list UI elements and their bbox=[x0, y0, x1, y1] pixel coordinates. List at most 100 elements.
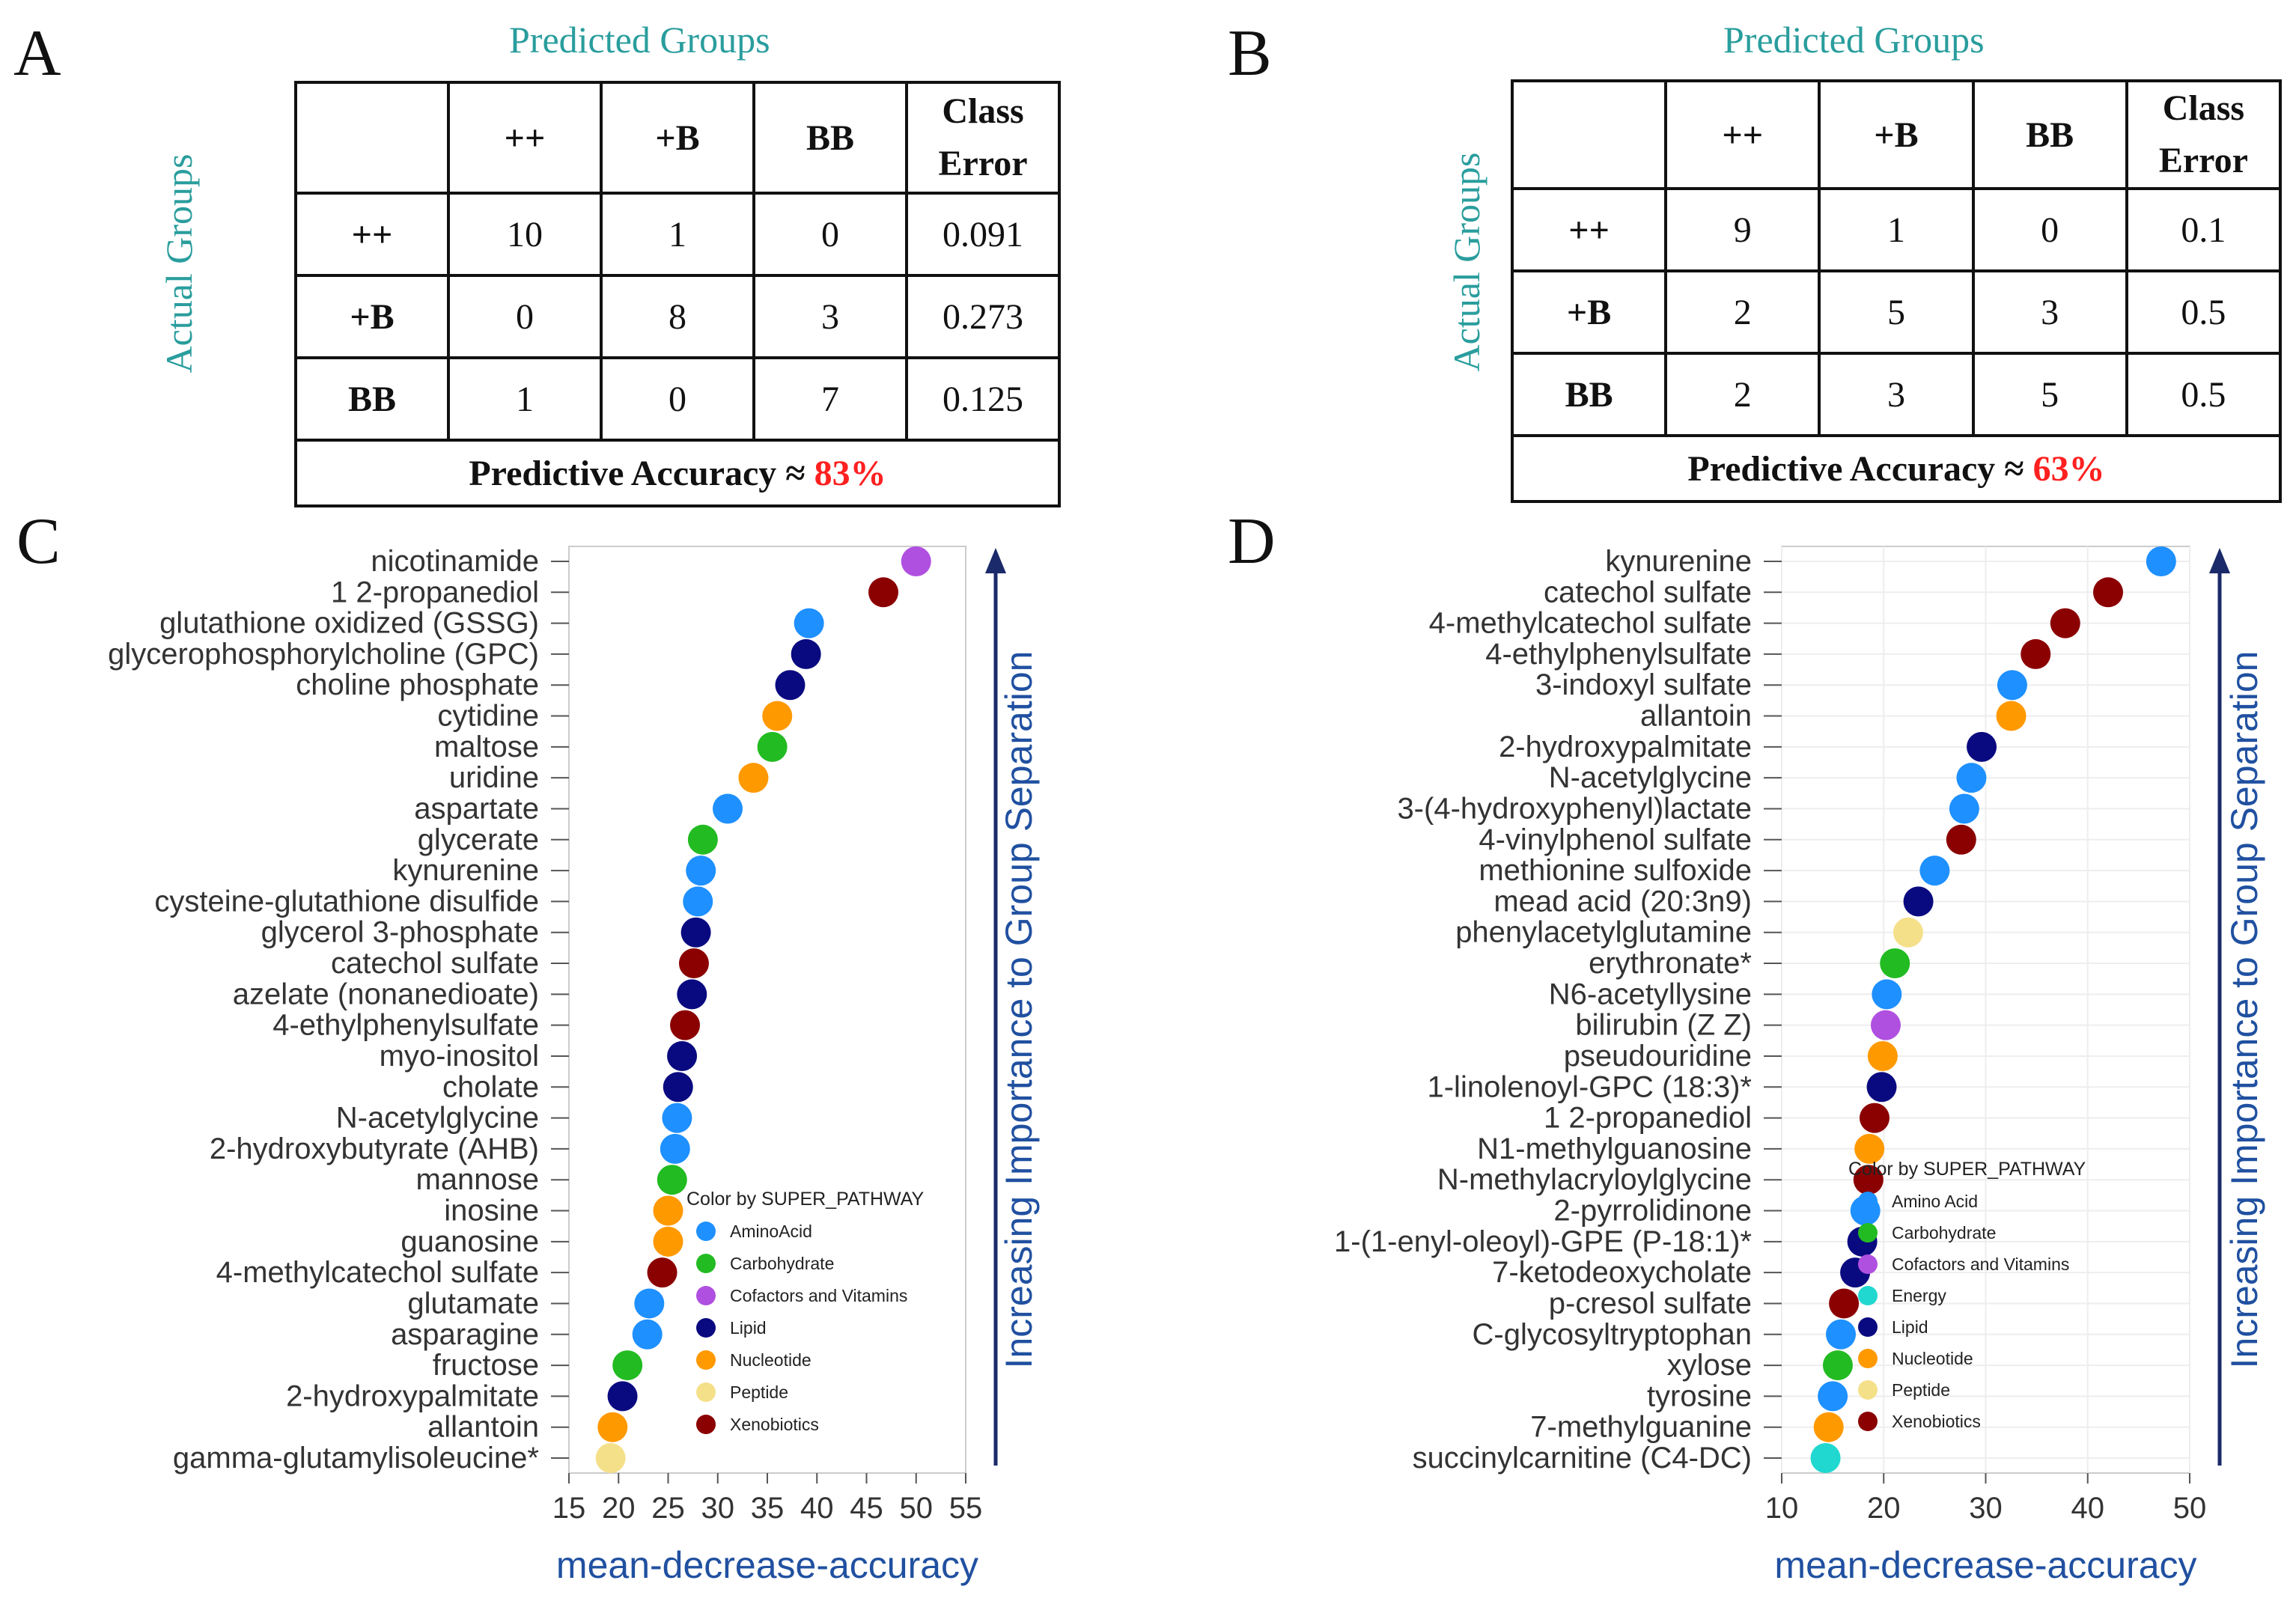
legend-marker bbox=[696, 1415, 716, 1434]
data-point bbox=[1967, 731, 1997, 762]
x-tick-label: 50 bbox=[900, 1492, 934, 1525]
row-label: ++ bbox=[1510, 187, 1668, 272]
metabolite-label: mannose bbox=[415, 1163, 539, 1196]
importance-chart-c: 15 20 25 30 35 40 45 50 55 mean-decrease-accuracy… bbox=[108, 545, 1040, 1586]
row-label: BB bbox=[294, 356, 450, 442]
data-point bbox=[794, 608, 824, 638]
metabolite-label: kynurenine bbox=[1605, 545, 1752, 578]
plot-frame bbox=[568, 546, 966, 1474]
legend-label: Nucleotide bbox=[1892, 1349, 1973, 1368]
confusion-title-a: Predicted Groups bbox=[509, 19, 770, 61]
legend-marker bbox=[1858, 1412, 1878, 1431]
metabolite-label: fructose bbox=[433, 1349, 539, 1382]
legend-marker bbox=[696, 1286, 716, 1305]
legend-label: Energy bbox=[1892, 1286, 1946, 1305]
metabolite-label: p-cresol sulfate bbox=[1549, 1287, 1752, 1320]
data-point bbox=[1859, 1103, 1890, 1133]
metabolite-label: guanosine bbox=[401, 1225, 539, 1258]
table-cell: 2 bbox=[1664, 352, 1821, 437]
data-point bbox=[680, 917, 711, 948]
side-label: Increasing Importance to Group Separatio… bbox=[2223, 651, 2265, 1369]
legend-label: Xenobiotics bbox=[730, 1415, 819, 1434]
legend-label: Nucleotide bbox=[730, 1350, 811, 1370]
data-point bbox=[667, 1040, 698, 1071]
data-point bbox=[597, 1412, 628, 1442]
data-point bbox=[1826, 1319, 1857, 1350]
table-cell: 0.125 bbox=[905, 356, 1061, 442]
metabolite-label: allantoin bbox=[427, 1411, 539, 1444]
metabolite-label: tyrosine bbox=[1647, 1379, 1752, 1412]
table-cell: 0 bbox=[1971, 187, 2128, 272]
x-tick-label: 40 bbox=[2071, 1492, 2105, 1525]
row-label: +B bbox=[294, 274, 450, 359]
x-tick-label: 50 bbox=[2173, 1492, 2207, 1525]
data-point bbox=[686, 856, 716, 886]
metabolite-label: N-methylacryloylglycine bbox=[1437, 1163, 1752, 1196]
legend-title: Color by SUPER_PATHWAY bbox=[1848, 1159, 2086, 1180]
panel-letter-b: B bbox=[1228, 17, 1272, 90]
data-point bbox=[683, 886, 713, 917]
confusion-ylabel-b: Actual Groups bbox=[1446, 152, 1487, 372]
legend-label: Peptide bbox=[730, 1382, 788, 1402]
metabolite-label: glycerol 3-phosphate bbox=[261, 916, 539, 949]
metabolite-label: xylose bbox=[1667, 1349, 1752, 1382]
confusion-ylabel-a: Actual Groups bbox=[158, 153, 200, 373]
table-cell: 10 bbox=[447, 192, 603, 277]
table-cell: 0 bbox=[447, 274, 603, 359]
header-cell: +B bbox=[1818, 79, 1975, 190]
x-tick-label: 30 bbox=[701, 1492, 735, 1525]
table-cell: 0 bbox=[752, 192, 908, 277]
data-point bbox=[2021, 638, 2051, 669]
data-point bbox=[1867, 1040, 1898, 1071]
metabolite-label: asparagine bbox=[391, 1318, 539, 1351]
data-point bbox=[2050, 608, 2080, 638]
metabolite-label: azelate (nonanedioate) bbox=[233, 978, 539, 1010]
data-point bbox=[1866, 1072, 1897, 1103]
legend-marker bbox=[696, 1318, 716, 1338]
legend-label: AminoAcid bbox=[730, 1222, 812, 1241]
row-label: BB bbox=[1510, 352, 1668, 437]
data-point bbox=[1813, 1412, 1844, 1442]
table-cell: 5 bbox=[1818, 269, 1975, 355]
header-cell: ++ bbox=[1664, 79, 1821, 190]
metabolite-label: 7-methylguanine bbox=[1530, 1411, 1752, 1444]
table-cell: 1 bbox=[1818, 187, 1975, 272]
row-label: +B bbox=[1510, 269, 1668, 355]
panel-letter-a: A bbox=[13, 17, 61, 90]
legend-label: Cofactors and Vitamins bbox=[1892, 1254, 2069, 1274]
legend-marker bbox=[1858, 1223, 1878, 1242]
data-point bbox=[663, 1072, 693, 1103]
metabolite-label: cysteine-glutathione disulfide bbox=[154, 885, 539, 918]
table-cell: 3 bbox=[1971, 269, 2128, 355]
metabolite-label: 2-hydroxybutyrate (AHB) bbox=[210, 1132, 539, 1165]
x-tick-label: 55 bbox=[949, 1492, 983, 1525]
data-point bbox=[677, 979, 707, 1010]
table-cell: 0.5 bbox=[2125, 269, 2283, 355]
metabolite-label: uridine bbox=[449, 761, 539, 794]
metabolite-label: mead acid (20:3n9) bbox=[1493, 885, 1752, 918]
x-axis-label: mean-decrease-accuracy bbox=[556, 1544, 978, 1586]
metabolite-label: catechol sulfate bbox=[1544, 576, 1752, 609]
metabolite-label: 4-methylcatechol sulfate bbox=[1429, 607, 1752, 640]
side-label: Increasing Importance to Group Separatio… bbox=[998, 651, 1040, 1369]
header-cell bbox=[1510, 79, 1668, 190]
data-point bbox=[1946, 824, 1976, 855]
data-point bbox=[653, 1226, 683, 1257]
metabolite-label: allantoin bbox=[1640, 700, 1752, 733]
legend-marker bbox=[696, 1222, 716, 1241]
data-point bbox=[2146, 546, 2176, 576]
legend-marker bbox=[696, 1382, 716, 1402]
legend-label: Lipid bbox=[730, 1318, 767, 1338]
data-point bbox=[2093, 577, 2123, 608]
metabolite-label: N1-methylguanosine bbox=[1477, 1132, 1752, 1165]
table-cell: 1 bbox=[447, 356, 603, 442]
confusion-table-b: ++ +B BB Class Error ++ 9 1 0 0.1 +B 2 5… bbox=[1510, 79, 2283, 503]
data-point bbox=[1872, 979, 1902, 1010]
metabolite-label: C-glycosyltryptophan bbox=[1473, 1318, 1753, 1351]
data-point bbox=[687, 824, 718, 855]
data-point bbox=[1919, 856, 1950, 886]
header-cell: BB bbox=[752, 81, 908, 195]
data-point bbox=[670, 1010, 701, 1040]
legend-label: Xenobiotics bbox=[1892, 1412, 1981, 1431]
metabolite-label: methionine sulfoxide bbox=[1479, 854, 1752, 887]
